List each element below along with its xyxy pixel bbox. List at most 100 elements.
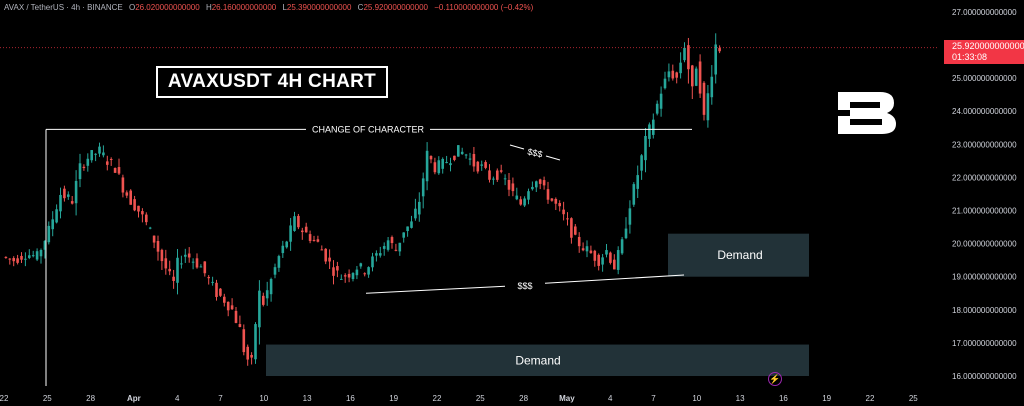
candle-body [285,241,288,248]
x-tick-label: 25 [909,394,918,403]
candle-body [414,208,417,219]
candle-body [94,153,97,155]
candle-body [421,178,425,197]
candle-body [675,72,678,78]
candle-body [164,258,168,269]
candle-body [242,329,246,353]
candle-body [585,246,589,252]
candle-body [12,258,15,262]
change-value: −0.110000000000 (−0.42%) [434,3,534,12]
candle-body [90,150,93,161]
candle-body [382,246,386,249]
candle-body [102,152,105,156]
candle-body [289,225,292,242]
candle-body [43,240,47,250]
candle-body [402,232,405,238]
candle-body [663,78,667,89]
candle-body [148,227,152,229]
candle-body [223,296,226,303]
liquidity-line-right [544,274,685,284]
candle-body [301,230,304,233]
lightning-icon[interactable]: ⚡ [768,372,782,386]
candle-body [679,62,682,74]
candle-body [640,155,643,171]
candle-body [531,186,534,190]
liquidity-dash-right [545,155,561,161]
candle-body [39,249,43,257]
candle-body [59,194,62,212]
candle-body [457,145,460,157]
y-tick-label: 21.000000000000 [952,207,1017,216]
candle-body [652,119,655,135]
candle-body [558,203,561,207]
candle-body [277,256,281,268]
candle-body [449,163,452,166]
liquidity-label-top: $$$ [527,147,544,160]
liquidity-label-bottom: $$$ [517,281,532,291]
candle-body [55,209,58,223]
candle-body [394,249,398,251]
candle-body [616,250,620,270]
liquidity-line-left [365,285,506,294]
candle-body [671,70,675,79]
candle-body [343,275,347,277]
candle-body [472,153,476,167]
candle-body [527,191,530,200]
x-tick-label: 22 [0,394,9,403]
candle-body [250,354,253,358]
candle-body [460,151,464,155]
x-tick-label: 16 [346,394,355,403]
candle-body [262,295,265,305]
candle-body [109,158,113,160]
candle-body [359,263,363,267]
annotation-layer: CHANGE OF CHARACTER $$$ $$$ Demand Demand [0,47,944,386]
x-tick-label: 10 [692,394,701,403]
candle-body [238,324,242,328]
candle-body [246,346,249,360]
candle-body [566,218,569,220]
candle-body [371,256,374,268]
candle-body [659,93,663,109]
open-value: 26.020000000000 [135,3,200,12]
candle-body [593,250,597,261]
candle-body [425,150,429,182]
y-tick-label: 20.000000000000 [952,240,1017,249]
candle-body [562,209,565,215]
y-tick-label: 16.000000000000 [952,372,1017,381]
y-tick-label: 19.000000000000 [952,273,1017,282]
candle-body [125,192,129,196]
candle-body [117,167,121,174]
candle-body [503,178,507,180]
x-tick-label: 7 [651,394,656,403]
candle-body [429,156,433,160]
candle-body [355,269,359,276]
candle-body [667,71,671,78]
candle-body [141,211,144,215]
candle-body [636,175,639,189]
candle-body [445,162,448,164]
brand-b-logo-icon [838,92,896,134]
candle-body [203,261,207,274]
candle-body [648,124,651,139]
x-tick-label: Apr [127,394,141,403]
y-tick-label: 25.000000000000 [952,74,1017,83]
x-tick-label: 16 [779,394,788,403]
candle-body [515,195,519,200]
liquidity-dash-left [509,144,525,150]
last-price-tag: 25.920000000000 01:33:08 [944,40,1024,64]
y-tick-label: 17.000000000000 [952,339,1017,348]
candle-body [28,255,31,258]
candle-body [254,324,257,360]
last-price-value: 25.920000000000 [952,41,1024,51]
candle-body [347,273,351,278]
candle-body [297,215,300,228]
candle-body [199,266,203,268]
x-tick-label: 4 [608,394,613,403]
candle-body [113,167,117,173]
candle-body [172,276,175,281]
candle-body [180,263,183,265]
candle-body [211,281,214,283]
bar-countdown: 01:33:08 [952,52,988,62]
candle-body [589,250,593,254]
